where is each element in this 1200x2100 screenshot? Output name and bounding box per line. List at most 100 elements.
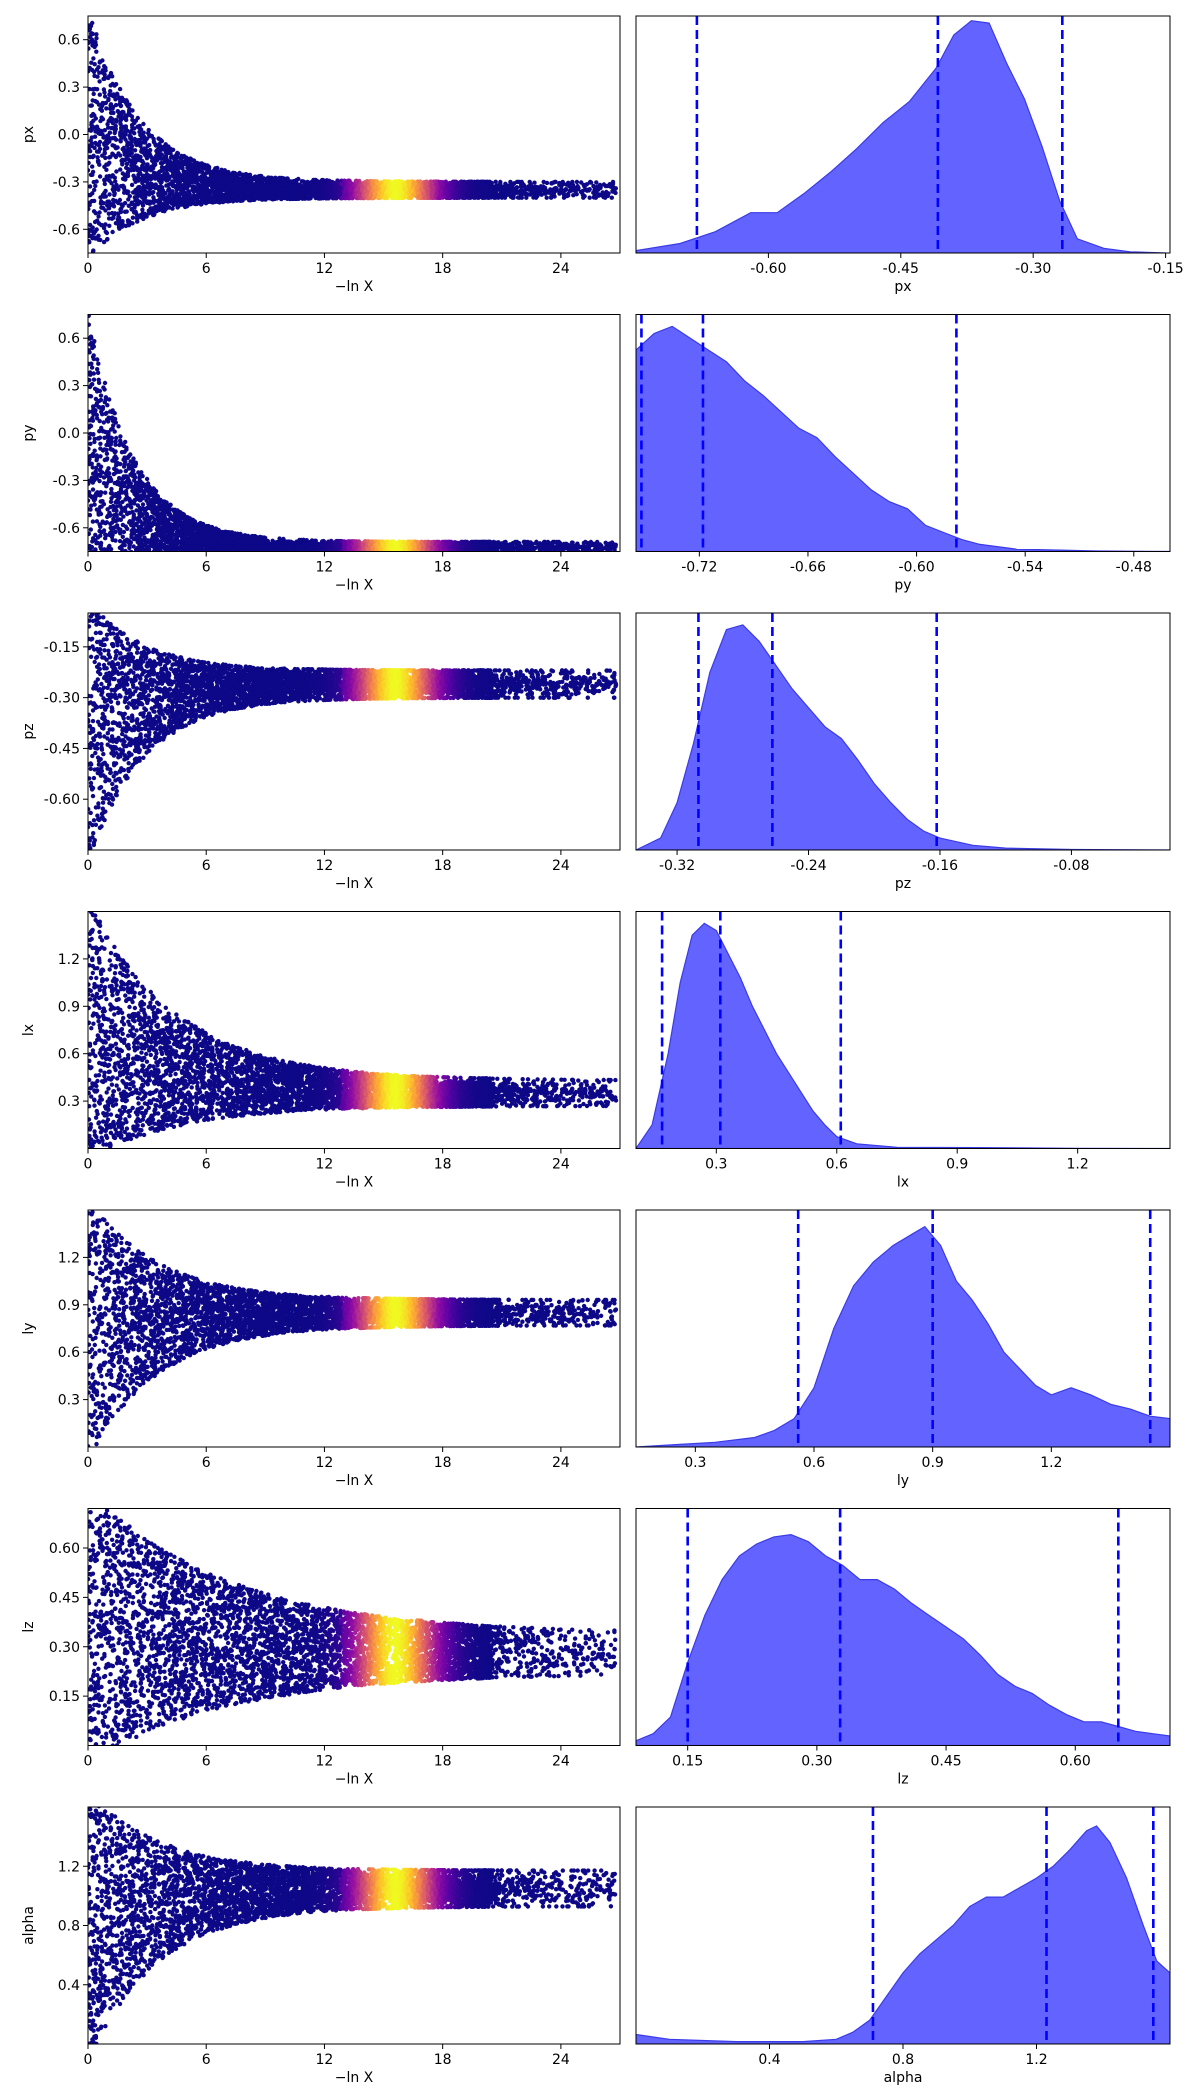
sample-point — [610, 179, 616, 185]
sample-point — [187, 159, 192, 164]
sample-point — [533, 195, 539, 200]
sample-point — [102, 190, 107, 196]
sample-point — [103, 222, 108, 227]
sample-point — [191, 195, 196, 201]
sample-point — [185, 169, 191, 174]
sample-point — [99, 199, 104, 204]
sample-point — [192, 163, 197, 168]
sample-point — [122, 98, 127, 103]
sample-point — [129, 143, 135, 149]
sample-point — [165, 171, 170, 177]
sample-point — [110, 151, 115, 156]
sample-point — [97, 131, 103, 137]
sample-point — [165, 162, 171, 168]
sample-point — [392, 195, 397, 200]
sample-point — [244, 194, 249, 199]
sample-point — [112, 191, 117, 196]
sample-point — [116, 114, 121, 119]
sample-point — [101, 87, 107, 92]
sample-point — [446, 195, 451, 200]
sample-point — [90, 164, 95, 169]
sample-point — [544, 195, 549, 200]
sample-point — [462, 179, 467, 184]
sample-point — [519, 188, 524, 193]
sample-point — [129, 182, 135, 188]
sample-point — [111, 197, 116, 203]
sample-point — [88, 184, 93, 189]
sample-point — [110, 74, 115, 79]
sample-point — [112, 143, 117, 149]
sample-point — [130, 108, 135, 113]
sample-point — [129, 168, 134, 173]
sample-point — [521, 182, 526, 187]
sample-point — [162, 144, 167, 149]
sample-point — [162, 156, 168, 161]
sample-point — [103, 155, 108, 161]
sample-point — [109, 216, 115, 221]
sample-point — [135, 191, 140, 196]
sample-point — [268, 183, 274, 189]
sample-point — [592, 194, 597, 199]
sample-point — [103, 229, 109, 234]
sample-point — [88, 46, 91, 51]
sample-point — [588, 180, 594, 185]
sample-point — [181, 172, 186, 178]
sample-point — [118, 103, 124, 109]
sample-point — [182, 184, 187, 190]
sample-point — [120, 162, 125, 167]
sample-point — [151, 139, 157, 145]
sample-point — [248, 196, 254, 201]
sample-point — [566, 180, 571, 185]
sample-point — [349, 195, 355, 201]
sample-point — [493, 179, 498, 184]
sample-point — [166, 188, 171, 193]
sample-point — [131, 173, 136, 178]
sample-point — [166, 144, 171, 149]
sample-point — [121, 184, 126, 190]
sample-point — [580, 188, 585, 194]
sample-point — [132, 148, 138, 153]
sample-point — [126, 110, 132, 116]
sample-point — [159, 194, 164, 199]
sample-point — [180, 159, 185, 164]
sample-point — [186, 183, 192, 188]
sample-point — [129, 122, 135, 128]
sample-point — [541, 179, 546, 185]
sample-point — [95, 218, 100, 223]
sample-point — [166, 200, 172, 205]
sample-point — [509, 184, 514, 189]
sample-point — [88, 128, 94, 133]
sample-point — [484, 181, 490, 186]
sample-point — [579, 180, 584, 185]
sample-point — [88, 40, 91, 46]
sample-point — [174, 156, 179, 161]
sample-point — [333, 196, 339, 201]
sample-point — [97, 92, 103, 97]
sample-point — [133, 158, 139, 163]
sample-point — [151, 197, 157, 202]
sample-point — [135, 168, 140, 173]
sample-point — [528, 182, 533, 187]
sample-point — [114, 119, 119, 124]
sample-point — [101, 239, 107, 245]
sample-point — [168, 151, 173, 156]
sample-point — [284, 176, 289, 182]
sample-point — [125, 128, 130, 133]
sample-point — [140, 180, 145, 186]
sample-point — [120, 146, 125, 152]
sample-point — [289, 183, 294, 188]
sample-point — [97, 79, 102, 84]
sample-point — [232, 187, 238, 192]
sample-point — [609, 195, 614, 200]
sample-point — [114, 169, 119, 174]
sample-point — [88, 192, 93, 198]
sample-point — [108, 154, 113, 160]
sample-point — [99, 223, 104, 228]
sample-point — [143, 168, 148, 173]
sample-point — [150, 158, 155, 163]
sample-point — [212, 168, 217, 173]
sample-point — [225, 182, 231, 187]
sample-point — [384, 179, 389, 184]
sample-point — [133, 140, 138, 145]
sample-point — [443, 179, 448, 184]
